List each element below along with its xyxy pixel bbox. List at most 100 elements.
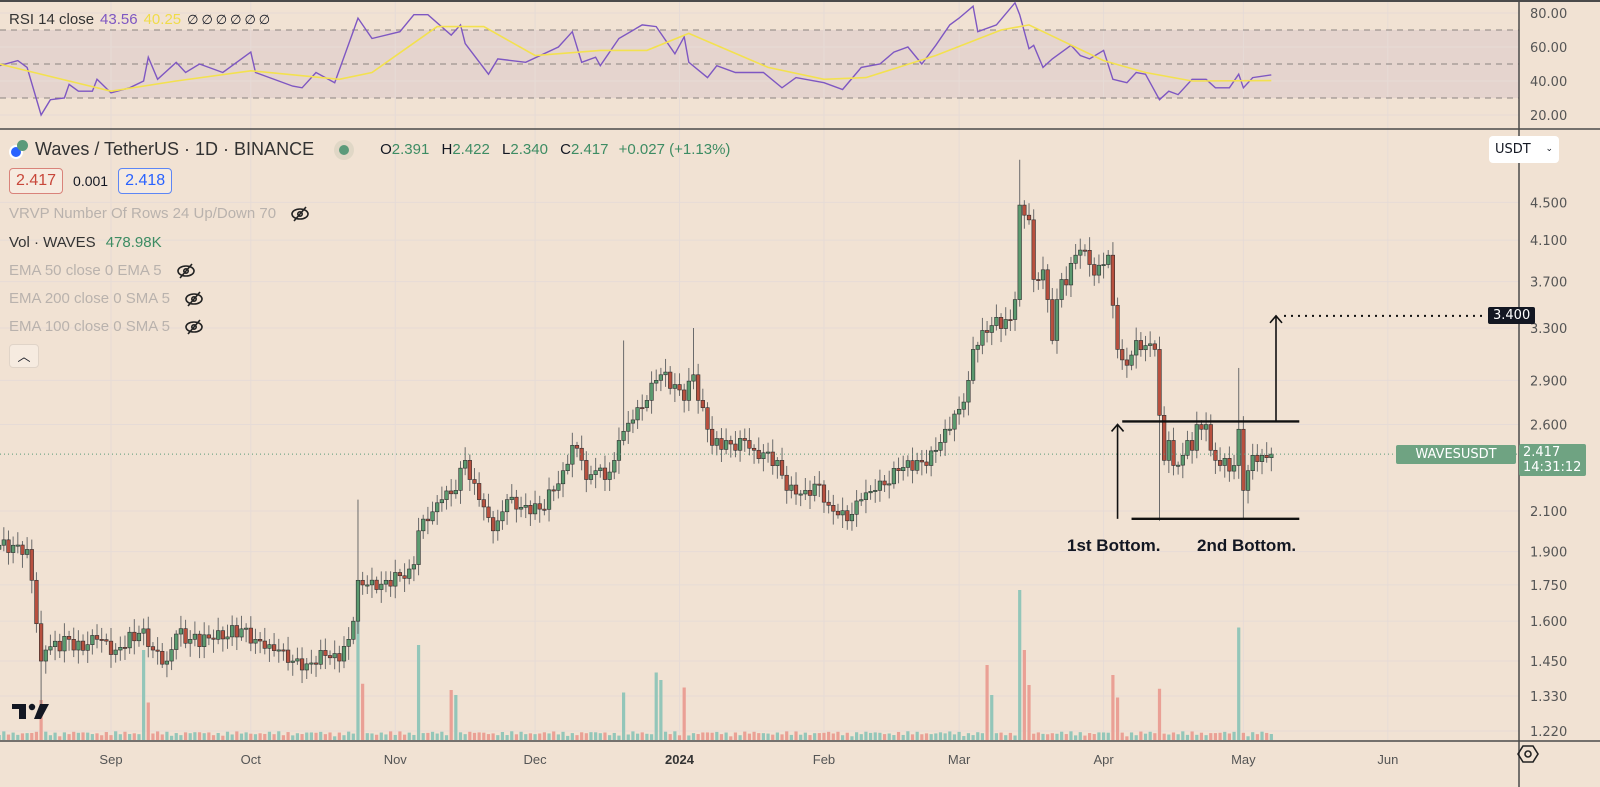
- candle: [365, 584, 370, 587]
- candle: [551, 489, 556, 492]
- na-value: ∅: [244, 11, 259, 27]
- market-status-icon[interactable]: [334, 139, 355, 160]
- eye-crossed-icon[interactable]: [184, 318, 204, 335]
- volume-bar: [193, 732, 197, 740]
- indicator-vrvp[interactable]: VRVP Number Of Rows 24 Up/Down 70: [9, 205, 310, 222]
- candle: [779, 460, 785, 476]
- bar-countdown: 14:31:12: [1523, 460, 1582, 475]
- volume-bar: [510, 731, 514, 740]
- volume-bar: [146, 702, 150, 740]
- candle: [891, 468, 896, 485]
- volume-bar: [202, 733, 206, 740]
- candle: [677, 384, 682, 391]
- volume-bar: [1143, 733, 1148, 740]
- volume-bar: [114, 731, 118, 740]
- candle: [379, 583, 384, 590]
- volume-bar: [337, 732, 341, 740]
- tradingview-logo[interactable]: [12, 703, 50, 720]
- volume-bar: [584, 733, 588, 740]
- volume-bar: [1260, 731, 1264, 740]
- volume-bar: [1101, 732, 1106, 740]
- candle: [933, 449, 938, 452]
- gear-icon[interactable]: [1517, 743, 1539, 765]
- volume-bar: [1139, 731, 1143, 740]
- current-price: 2.417: [1523, 445, 1561, 460]
- volume-bar: [910, 734, 915, 740]
- volume-bar: [827, 731, 831, 740]
- eye-crossed-icon[interactable]: [290, 205, 310, 222]
- eye-crossed-icon[interactable]: [184, 290, 204, 307]
- indicator-ema-100[interactable]: EMA 100 close 0 SMA 5: [9, 318, 204, 335]
- price-axis-label: 4.100: [1530, 234, 1567, 249]
- sell-price-button[interactable]: 2.417: [9, 168, 64, 194]
- candle: [435, 502, 440, 513]
- currency-select[interactable]: USDT ⌄: [1489, 136, 1559, 163]
- rsi-legend[interactable]: RSI 14 close 43.56 40.25 ∅∅∅∅∅∅: [9, 11, 273, 28]
- volume-bar: [1046, 734, 1050, 740]
- candle: [961, 401, 966, 410]
- volume-bar: [775, 732, 779, 740]
- candle: [710, 428, 715, 446]
- volume-bar: [663, 731, 668, 740]
- candle: [1259, 454, 1265, 462]
- candle: [258, 639, 263, 642]
- volume-bar: [552, 731, 556, 740]
- volume-bar: [468, 731, 472, 740]
- volume-bar: [1074, 735, 1078, 740]
- volume-bar: [1255, 734, 1259, 740]
- volume-bar: [416, 645, 421, 740]
- candle: [798, 493, 803, 496]
- price-axis-label: 2.600: [1530, 419, 1567, 434]
- buy-price-button[interactable]: 2.418: [118, 168, 173, 194]
- candle: [1217, 460, 1223, 466]
- candle: [1180, 454, 1185, 466]
- currency-value: USDT: [1495, 142, 1531, 157]
- indicator-label: EMA 100 close 0 SMA 5: [9, 318, 170, 335]
- waves-logo-icon: [9, 139, 29, 160]
- candle: [831, 505, 836, 512]
- candle: [150, 646, 156, 651]
- candle: [929, 450, 934, 466]
- volume-bar: [370, 733, 374, 740]
- volume-bar: [249, 733, 253, 740]
- volume-bar: [1195, 734, 1199, 740]
- volume-bar: [505, 735, 509, 740]
- volume-bar: [622, 692, 626, 740]
- symbol-legend[interactable]: Waves / TetherUS · 1D · BINANCE O2.391 H…: [9, 139, 730, 160]
- candle: [849, 513, 855, 522]
- candle: [584, 460, 589, 480]
- candle: [34, 579, 39, 625]
- candle: [318, 650, 323, 665]
- candle: [719, 438, 724, 450]
- volume-bar: [635, 733, 640, 740]
- rsi-axis-label: 40.00: [1530, 75, 1567, 90]
- symbol-title[interactable]: Waves / TetherUS · 1D · BINANCE: [35, 139, 315, 159]
- indicator-ema-200[interactable]: EMA 200 close 0 SMA 5: [9, 290, 204, 307]
- candle: [532, 503, 538, 515]
- indicator-label: EMA 200 close 0 SMA 5: [9, 290, 170, 307]
- volume-bar: [1092, 734, 1096, 740]
- second-bottom-label: 2nd Bottom.: [1197, 536, 1297, 555]
- collapse-legend-button[interactable]: ︿: [9, 344, 39, 368]
- candle: [1157, 349, 1162, 416]
- candle: [425, 518, 430, 522]
- candle: [1194, 424, 1199, 451]
- indicator-label: VRVP Number Of Rows 24 Up/Down 70: [9, 205, 277, 222]
- candle: [1162, 415, 1167, 461]
- indicator-volume[interactable]: Vol · WAVES 478.98K: [9, 234, 162, 251]
- volume-bar: [724, 732, 728, 740]
- candle: [1171, 440, 1176, 466]
- eye-crossed-icon[interactable]: [176, 262, 196, 279]
- candle: [248, 627, 253, 644]
- price-axis-label: 4.500: [1530, 196, 1567, 211]
- volume-bar: [104, 732, 108, 740]
- volume-bar: [169, 735, 174, 740]
- candle: [747, 440, 752, 449]
- candle: [803, 490, 808, 495]
- candle: [346, 639, 351, 647]
- volume-bar: [528, 733, 532, 740]
- price-axis-label: 1.450: [1530, 655, 1567, 670]
- volume-bar: [58, 736, 62, 740]
- indicator-ema-50[interactable]: EMA 50 close 0 EMA 5: [9, 262, 196, 279]
